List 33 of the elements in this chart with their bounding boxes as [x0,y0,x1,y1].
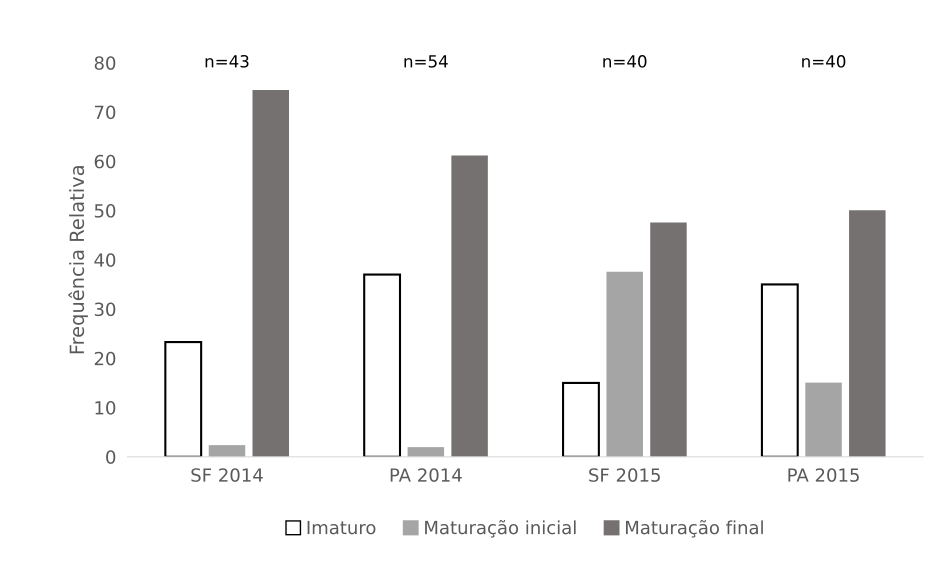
y-tick-label: 40 [94,253,116,267]
x-tick-label: SF 2014 [191,468,263,482]
bar [208,445,246,457]
bar [849,210,886,457]
y-tick-label: 80 [94,56,116,70]
annotation: n=43 [206,55,249,68]
bar [650,222,687,457]
bar [363,274,402,457]
y-tick-label: 70 [94,106,116,120]
bar [408,447,444,457]
y-tick-label: 30 [94,302,116,316]
annotation: n=54 [404,55,448,68]
y-tick-label: 20 [94,352,116,366]
legend-label: Imaturo [308,520,376,534]
bar [562,382,600,457]
y-tick-label: 10 [95,401,116,415]
bar [252,90,289,457]
y-axis-title: Frequência Relativa [68,166,88,354]
bar [164,341,202,457]
y-tick-label: 60 [94,154,116,168]
y-tick-label: 50 [94,204,116,218]
bar [451,156,488,457]
y-tick-label: 0 [106,450,116,464]
bar [606,272,643,457]
x-tick-label: PA 2015 [788,468,859,482]
x-tick-label: PA 2014 [390,468,462,482]
bar [805,382,842,457]
annotation: n=40 [603,55,646,68]
bar [760,283,799,457]
legend-label: Maturação final [626,520,763,538]
x-tick-label: SF 2015 [589,468,660,482]
annotation: n=40 [802,55,846,68]
legend-label: Maturação inicial [425,520,576,538]
